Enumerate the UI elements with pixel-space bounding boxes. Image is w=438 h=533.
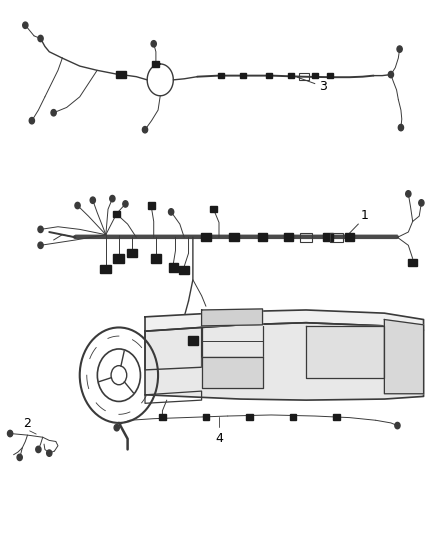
Polygon shape [145, 310, 424, 331]
Bar [180, 266, 189, 274]
Circle shape [406, 191, 411, 197]
Circle shape [47, 450, 52, 456]
Bar [151, 254, 161, 263]
Bar [159, 415, 166, 419]
Text: 3: 3 [319, 80, 327, 93]
Bar [333, 415, 340, 419]
Circle shape [419, 200, 424, 206]
Polygon shape [201, 309, 262, 326]
Circle shape [397, 46, 402, 52]
Bar [203, 415, 209, 419]
Circle shape [90, 197, 95, 204]
Bar [312, 73, 318, 78]
Text: 4: 4 [215, 432, 223, 445]
Bar [290, 415, 296, 419]
Circle shape [17, 454, 22, 461]
Bar [240, 73, 246, 78]
Bar [218, 73, 224, 78]
Polygon shape [306, 326, 385, 378]
Circle shape [23, 22, 28, 28]
Bar [113, 254, 124, 263]
Bar [201, 233, 211, 241]
Circle shape [38, 242, 43, 248]
Bar [288, 73, 294, 78]
Bar [210, 206, 217, 212]
Bar [258, 233, 267, 241]
Bar [113, 211, 120, 217]
Circle shape [398, 124, 403, 131]
Bar [408, 259, 417, 266]
Circle shape [114, 424, 119, 431]
Bar [327, 73, 333, 78]
Bar [345, 233, 354, 241]
Circle shape [389, 71, 393, 78]
Bar [299, 73, 309, 80]
Bar [169, 263, 178, 272]
Circle shape [123, 201, 128, 207]
Bar [266, 73, 272, 78]
Bar [230, 233, 239, 241]
Bar [100, 265, 111, 273]
Circle shape [169, 209, 174, 215]
Bar [188, 336, 198, 345]
Bar [330, 233, 343, 241]
Text: 1: 1 [360, 209, 368, 222]
Text: 2: 2 [23, 417, 31, 430]
Bar [323, 233, 332, 241]
Circle shape [75, 203, 80, 209]
Circle shape [38, 226, 43, 232]
Polygon shape [201, 357, 262, 389]
Bar [116, 71, 126, 78]
Polygon shape [385, 319, 424, 394]
Circle shape [36, 446, 41, 453]
Polygon shape [145, 322, 424, 400]
Circle shape [110, 196, 115, 202]
Circle shape [142, 126, 148, 133]
Bar [127, 249, 137, 257]
Circle shape [7, 430, 13, 437]
Bar [246, 415, 253, 419]
Circle shape [38, 35, 43, 42]
Circle shape [395, 422, 400, 429]
Circle shape [29, 117, 35, 124]
Circle shape [51, 110, 56, 116]
Bar [152, 61, 159, 67]
Bar [284, 233, 293, 241]
Bar [300, 233, 312, 241]
Bar [148, 203, 155, 209]
Circle shape [151, 41, 156, 47]
